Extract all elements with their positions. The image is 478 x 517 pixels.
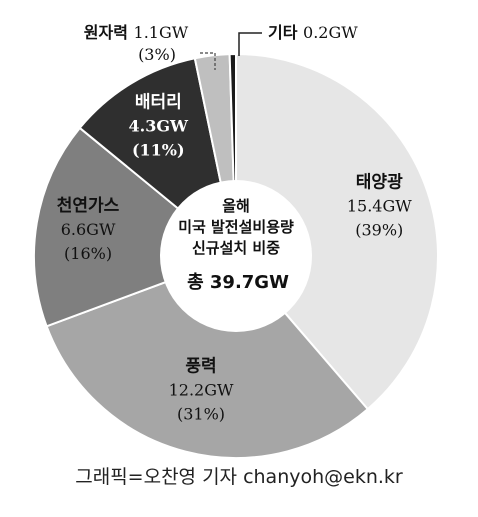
slice-solar xyxy=(235,52,439,411)
label-name-battery: 배터리 xyxy=(135,93,182,113)
label-value-other: 0.2GW xyxy=(303,23,358,42)
slice-wind xyxy=(45,254,370,459)
graphic-credit: 그래픽=오찬영 기자 chanyoh@ekn.kr xyxy=(75,466,403,488)
center-line-3: 신규설치 비중 xyxy=(192,239,280,257)
label-percent-wind: (31%) xyxy=(177,405,225,424)
donut-hole xyxy=(160,180,312,332)
label-value-solar: 15.4GW xyxy=(347,196,412,215)
label-name-nuclear: 원자력 xyxy=(84,23,134,42)
leader-line-nuclear xyxy=(200,52,216,70)
label-value-gas: 6.6GW xyxy=(61,220,116,239)
label-name-wind: 풍력 xyxy=(185,357,216,377)
label-value-nuclear: 1.1GW xyxy=(134,23,189,42)
center-total: 총 39.7GW xyxy=(187,272,289,293)
label-percent-gas: (16%) xyxy=(64,244,112,263)
label-percent-solar: (39%) xyxy=(355,220,403,239)
label-value-battery: 4.3GW xyxy=(129,117,190,136)
label-value-wind: 12.2GW xyxy=(169,381,234,400)
labels-group: 태양광 15.4GW (39%) 풍력 12.2GW (31%) 천연가스 6.6GW (16%… xyxy=(57,23,412,424)
center-text-group: 올해 미국 발전설비용량 신규설치 비중 총 39.7GW xyxy=(178,197,294,293)
label-other: 기타 0.2GW xyxy=(268,23,358,42)
center-line-1: 올해 xyxy=(222,197,250,215)
donut-chart: 태양광 15.4GW (39%) 풍력 12.2GW (31%) 천연가스 6.6GW (16%… xyxy=(33,23,439,459)
label-name-solar: 태양광 xyxy=(356,172,403,192)
label-percent-nuclear: (3%) xyxy=(138,45,176,64)
label-name-gas: 천연가스 xyxy=(57,196,120,216)
slice-gas xyxy=(33,126,238,328)
center-line-2: 미국 발전설비용량 xyxy=(178,218,294,236)
label-name-other: 기타 xyxy=(268,23,303,42)
leader-line-other xyxy=(238,32,262,56)
label-percent-battery: (11%) xyxy=(132,141,185,160)
label-nuclear: 원자력 1.1GW xyxy=(84,23,189,42)
